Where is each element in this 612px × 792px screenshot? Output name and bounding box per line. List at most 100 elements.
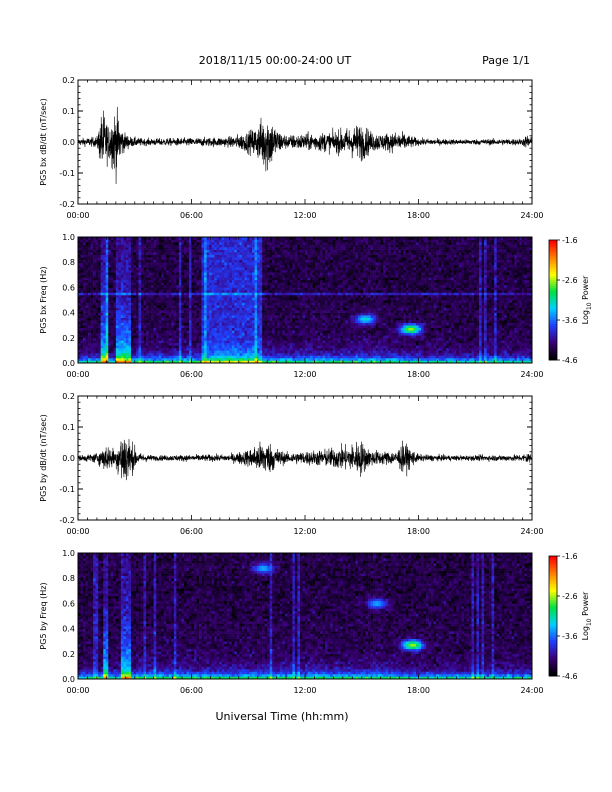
heatmap-cell xyxy=(178,289,182,293)
heatmap-cell xyxy=(118,332,122,336)
heatmap-cell xyxy=(133,335,137,339)
heatmap-cell xyxy=(95,294,99,298)
heatmap-cell xyxy=(186,320,190,323)
heatmap-cell xyxy=(252,350,255,354)
heatmap-cell xyxy=(199,320,202,323)
heatmap-cell xyxy=(90,284,94,288)
heatmap-cell xyxy=(110,305,114,308)
heatmap-cell xyxy=(272,355,276,359)
heatmap-cell xyxy=(113,267,117,271)
heatmap-cell xyxy=(171,262,175,266)
heatmap-cell xyxy=(171,310,175,313)
heatmap-cell xyxy=(236,262,240,266)
heatmap-cell xyxy=(221,289,225,293)
heatmap-cell xyxy=(302,249,306,253)
heatmap-cell xyxy=(204,347,207,351)
heatmap-cell xyxy=(138,252,142,255)
heatmap-cell xyxy=(292,312,296,316)
panel-bx-spectrogram: 1.00.80.60.40.20.000:00 06:00 12:00 18:00 24… xyxy=(39,233,544,379)
heatmap-cell xyxy=(194,357,197,361)
heatmap-cell xyxy=(146,257,149,260)
heatmap-cell xyxy=(130,249,134,253)
heatmap-cell xyxy=(128,350,132,354)
heatmap-cell xyxy=(118,287,122,291)
heatmap-cell xyxy=(188,322,192,326)
series-line xyxy=(78,106,532,184)
heatmap-cell xyxy=(156,262,160,266)
heatmap-cell xyxy=(216,335,220,339)
heatmap-cell xyxy=(282,242,286,245)
heatmap-cell xyxy=(115,352,119,356)
heatmap-cell xyxy=(188,352,192,356)
heatmap-cell xyxy=(199,289,202,293)
heatmap-cell xyxy=(88,332,91,336)
heatmap-cell xyxy=(136,247,139,250)
heatmap-cell xyxy=(90,355,94,359)
heatmap-cell xyxy=(118,277,122,281)
heatmap-cell xyxy=(239,360,243,364)
heatmap-cell xyxy=(156,352,160,356)
heatmap-cell xyxy=(183,327,187,331)
heatmap-cell xyxy=(148,302,152,306)
heatmap-cell xyxy=(294,300,298,303)
heatmap-cell xyxy=(267,264,270,268)
heatmap-cell xyxy=(120,335,124,339)
heatmap-cell xyxy=(93,315,96,318)
heatmap-cell xyxy=(153,340,157,344)
heatmap-cell xyxy=(279,357,283,361)
heatmap-cell xyxy=(312,310,316,313)
heatmap-cell xyxy=(125,357,129,361)
heatmap-cell xyxy=(277,284,281,288)
heatmap-cell xyxy=(317,320,321,323)
heatmap-cell xyxy=(229,345,233,349)
heatmap-cell xyxy=(267,352,270,356)
heatmap-cell xyxy=(133,302,137,306)
heatmap-cell xyxy=(199,300,202,303)
heatmap-cell xyxy=(103,302,107,306)
heatmap-cell xyxy=(113,287,117,291)
heatmap-cell xyxy=(289,300,293,303)
heatmap-cell xyxy=(279,287,283,291)
heatmap-cell xyxy=(287,287,291,291)
heatmap-cell xyxy=(93,357,96,361)
heatmap-cell xyxy=(176,360,180,364)
heatmap-cell xyxy=(80,307,84,311)
heatmap-cell xyxy=(257,239,260,243)
heatmap-cell xyxy=(249,294,253,298)
heatmap-cell xyxy=(201,257,205,260)
heatmap-cell xyxy=(252,337,255,341)
heatmap-cell xyxy=(141,300,144,303)
heatmap-cell xyxy=(234,252,238,255)
heatmap-cell xyxy=(297,257,301,260)
heatmap-cell xyxy=(284,264,288,268)
heatmap-cell xyxy=(279,297,283,301)
heatmap-cell xyxy=(141,305,144,308)
heatmap-cell xyxy=(214,307,218,311)
heatmap-cell xyxy=(279,332,283,336)
heatmap-cell xyxy=(161,315,165,318)
heatmap-cell xyxy=(209,325,212,329)
heatmap-cell xyxy=(277,307,281,311)
heatmap-cell xyxy=(110,302,114,306)
heatmap-cell xyxy=(310,302,313,306)
heatmap-cell xyxy=(171,247,175,250)
heatmap-cell xyxy=(178,332,182,336)
heatmap-cell xyxy=(98,352,101,356)
heatmap-cell xyxy=(234,277,238,281)
heatmap-cell xyxy=(315,262,318,266)
heatmap-cell xyxy=(183,320,187,323)
heatmap-cell xyxy=(289,292,293,296)
heatmap-cell xyxy=(277,292,281,296)
heatmap-cell xyxy=(249,350,253,354)
heatmap-cell xyxy=(211,337,215,341)
heatmap-cell xyxy=(143,337,147,341)
heatmap-cell xyxy=(183,347,187,351)
heatmap-cell xyxy=(181,345,185,349)
heatmap-cell xyxy=(176,282,180,286)
heatmap-cell xyxy=(141,322,144,326)
heatmap-cell xyxy=(216,294,220,298)
heatmap-cell xyxy=(93,340,96,344)
heatmap-cell xyxy=(186,352,190,356)
heatmap-cell xyxy=(216,352,220,356)
heatmap-cell xyxy=(317,244,321,248)
